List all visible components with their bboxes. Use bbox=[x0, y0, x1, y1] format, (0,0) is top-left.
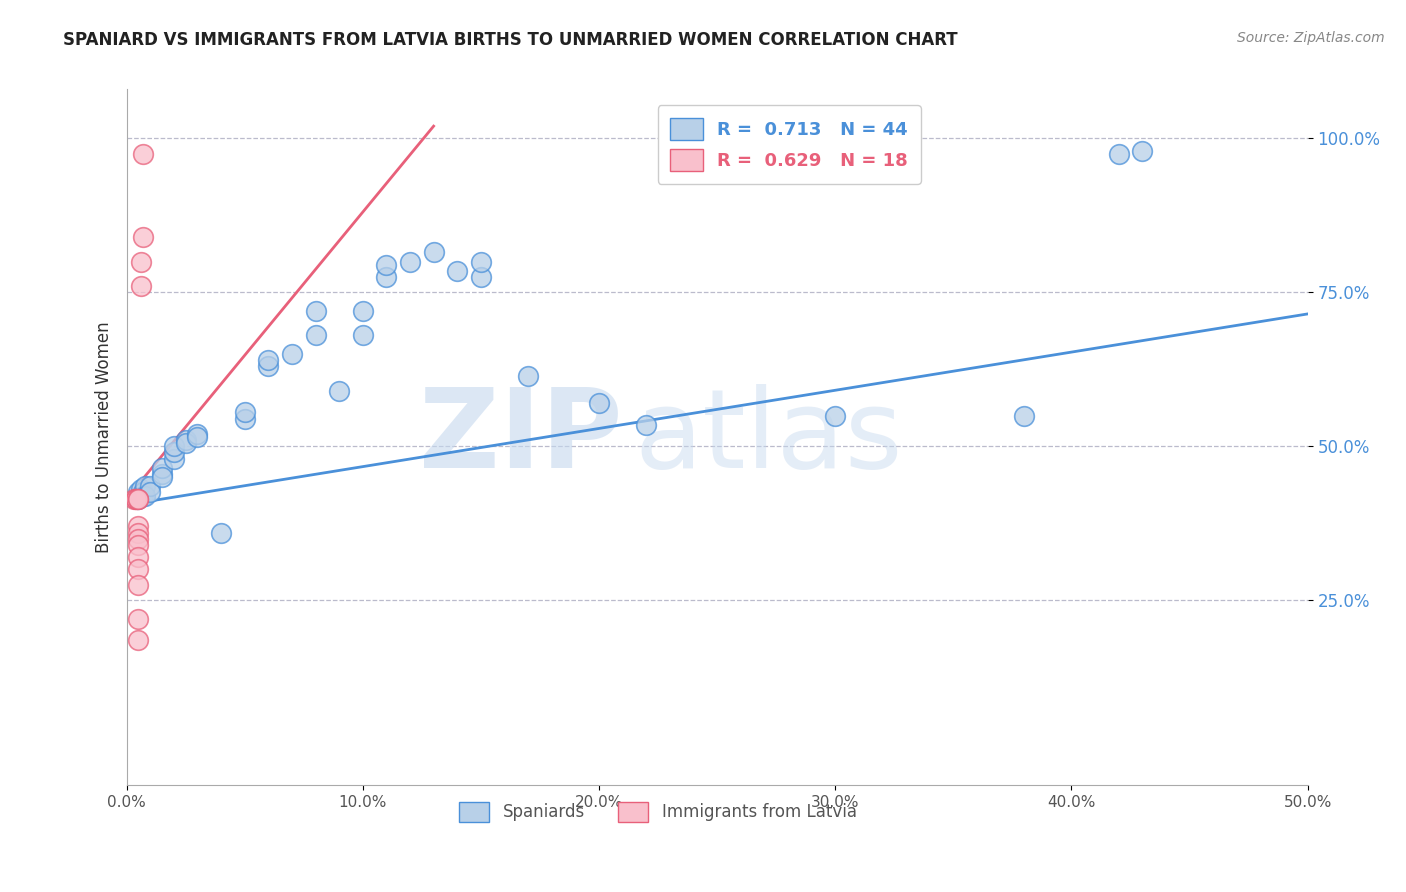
Point bbox=[517, 368, 540, 383]
Point bbox=[636, 417, 658, 432]
Point bbox=[352, 303, 374, 318]
Text: SPANIARD VS IMMIGRANTS FROM LATVIA BIRTHS TO UNMARRIED WOMEN CORRELATION CHART: SPANIARD VS IMMIGRANTS FROM LATVIA BIRTH… bbox=[63, 31, 957, 49]
Point bbox=[132, 485, 155, 500]
Point bbox=[127, 633, 149, 648]
Point bbox=[257, 359, 280, 374]
Point bbox=[150, 461, 173, 475]
Point bbox=[127, 491, 149, 506]
Point bbox=[132, 489, 155, 503]
Point bbox=[304, 328, 326, 343]
Point bbox=[134, 489, 156, 503]
Point bbox=[139, 485, 162, 500]
Point bbox=[127, 562, 149, 576]
Point bbox=[127, 485, 149, 500]
Point bbox=[125, 491, 148, 506]
Point bbox=[132, 146, 155, 161]
Point bbox=[281, 347, 304, 361]
Point bbox=[127, 532, 149, 546]
Point bbox=[127, 525, 149, 540]
Y-axis label: Births to Unmarried Women: Births to Unmarried Women bbox=[94, 321, 112, 553]
Point bbox=[588, 396, 610, 410]
Point bbox=[129, 483, 152, 497]
Text: Source: ZipAtlas.com: Source: ZipAtlas.com bbox=[1237, 31, 1385, 45]
Point bbox=[163, 451, 186, 466]
Point bbox=[150, 470, 173, 484]
Point bbox=[129, 254, 152, 268]
Point bbox=[127, 578, 149, 592]
Point bbox=[375, 258, 398, 272]
Point bbox=[1012, 409, 1035, 423]
Point bbox=[129, 279, 152, 293]
Text: ZIP: ZIP bbox=[419, 384, 623, 491]
Point bbox=[328, 384, 350, 398]
Point bbox=[127, 491, 149, 506]
Point bbox=[127, 491, 149, 506]
Point bbox=[122, 491, 145, 506]
Point bbox=[150, 467, 173, 481]
Point bbox=[399, 254, 422, 268]
Point bbox=[163, 439, 186, 453]
Point bbox=[233, 411, 256, 425]
Point bbox=[125, 491, 148, 506]
Point bbox=[209, 525, 232, 540]
Point bbox=[470, 270, 492, 285]
Point bbox=[186, 430, 208, 444]
Point bbox=[139, 479, 162, 493]
Point bbox=[127, 550, 149, 565]
Point bbox=[257, 353, 280, 368]
Point bbox=[422, 245, 444, 260]
Point bbox=[470, 254, 492, 268]
Point bbox=[174, 436, 197, 450]
Point bbox=[174, 433, 197, 447]
Point bbox=[127, 612, 149, 626]
Legend: Spaniards, Immigrants from Latvia: Spaniards, Immigrants from Latvia bbox=[453, 795, 863, 829]
Point bbox=[163, 445, 186, 459]
Point bbox=[1108, 146, 1130, 161]
Point bbox=[1130, 144, 1153, 158]
Point bbox=[127, 519, 149, 533]
Point bbox=[233, 405, 256, 419]
Point bbox=[134, 479, 156, 493]
Point bbox=[132, 230, 155, 244]
Point bbox=[375, 270, 398, 285]
Point bbox=[824, 409, 846, 423]
Point bbox=[304, 303, 326, 318]
Point bbox=[127, 538, 149, 552]
Point bbox=[186, 427, 208, 442]
Point bbox=[352, 328, 374, 343]
Point bbox=[446, 264, 468, 278]
Text: atlas: atlas bbox=[634, 384, 903, 491]
